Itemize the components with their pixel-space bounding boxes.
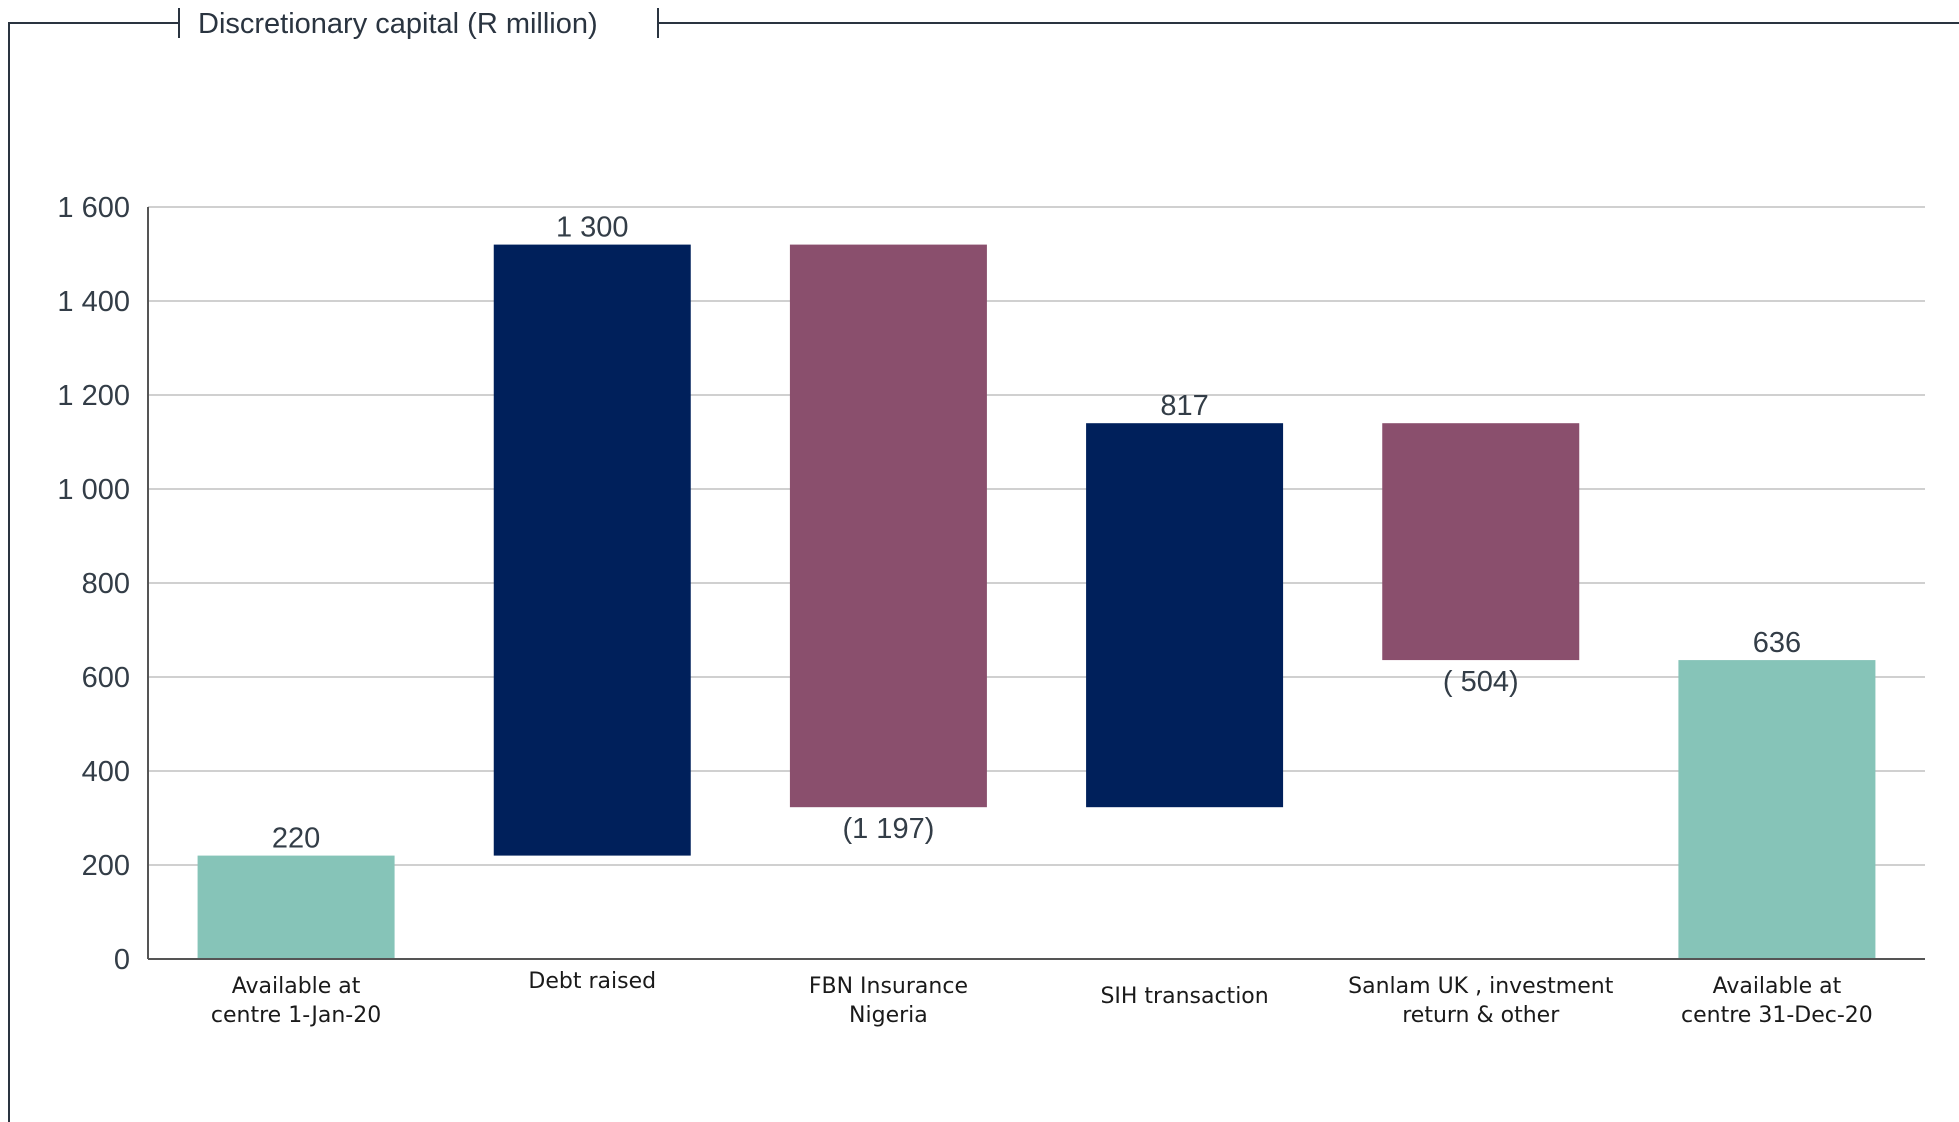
category-label: Available at — [232, 974, 361, 999]
category-labels: Available at centre 1-Jan-20 Debt raised FB… — [211, 969, 1873, 1028]
data-label: 1 300 — [556, 212, 629, 244]
y-tick-label: 200 — [82, 850, 130, 882]
bar-decrease — [1382, 423, 1580, 661]
bar-decrease — [789, 244, 987, 808]
category-label: FBN Insurance — [809, 974, 968, 999]
y-axis-tick-labels: 0 200 400 600 800 1 000 1 200 1 400 1 600 — [57, 192, 130, 976]
category-label: return & other — [1402, 1003, 1560, 1028]
data-label: 636 — [1753, 627, 1801, 659]
y-tick-label: 400 — [82, 756, 130, 788]
y-tick-label: 600 — [82, 662, 130, 694]
y-tick-label: 1 400 — [57, 286, 130, 318]
y-tick-label: 800 — [82, 568, 130, 600]
y-tick-label: 1 200 — [57, 380, 130, 412]
category-label: Available at — [1713, 974, 1842, 999]
data-label: 817 — [1160, 390, 1208, 422]
frame-top-border-right — [658, 22, 1959, 24]
data-label: (1 197) — [842, 813, 934, 845]
category-label: centre 1-Jan-20 — [211, 1003, 381, 1028]
y-tick-label: 0 — [114, 944, 130, 976]
data-label: 220 — [272, 823, 320, 855]
title-bracket-right — [657, 8, 659, 38]
data-label: ( 504) — [1443, 666, 1519, 698]
category-label: centre 31-Dec-20 — [1681, 1003, 1873, 1028]
category-label: Nigeria — [849, 1003, 928, 1028]
bar-increase — [1086, 423, 1284, 808]
bar-total — [197, 855, 395, 959]
title-bracket-left — [178, 8, 180, 38]
data-labels: 220 1 300 (1 197) 817 ( 504) 636 — [272, 212, 1801, 855]
bar-total — [1678, 660, 1876, 959]
frame-left-border — [8, 22, 10, 1122]
bar-increase — [493, 244, 691, 856]
y-tick-label: 1 000 — [57, 474, 130, 506]
category-label: SIH transaction — [1100, 984, 1268, 1009]
chart-title: Discretionary capital (R million) — [198, 8, 598, 40]
category-label: Debt raised — [528, 969, 656, 994]
frame-top-border-left — [8, 22, 180, 24]
category-label: Sanlam UK , investment — [1348, 974, 1614, 999]
y-tick-label: 1 600 — [57, 192, 130, 224]
bars — [197, 244, 1876, 959]
gridlines — [148, 206, 1925, 866]
